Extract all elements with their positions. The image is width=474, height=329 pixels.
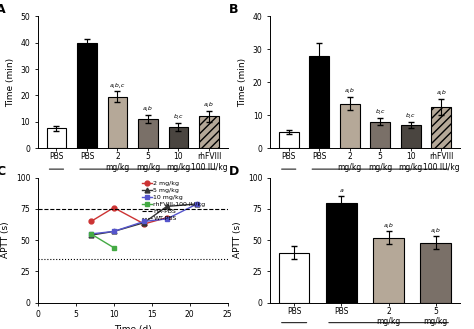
Line: 2 mg/kg: 2 mg/kg: [89, 205, 169, 226]
10 mg/kg: [194, 202, 200, 206]
Line: rhFVIII-100 IU/kg: rhFVIII-100 IU/kg: [89, 232, 116, 250]
Bar: [370, 122, 390, 148]
Bar: [108, 97, 128, 148]
2 mg/kg: [88, 219, 94, 223]
5 mg/kg: [194, 202, 200, 206]
Bar: [138, 119, 158, 148]
Text: HA: HA: [143, 178, 154, 187]
Text: a,b: a,b: [431, 228, 441, 233]
Text: WT: WT: [283, 178, 295, 187]
Text: a,b,c: a,b,c: [110, 83, 125, 88]
2 mg/kg: [164, 216, 170, 220]
Bar: [373, 238, 404, 303]
10 mg/kg: [88, 232, 94, 236]
Text: D: D: [228, 165, 239, 178]
WT-PBS: [43, 257, 48, 261]
Y-axis label: Time (min): Time (min): [238, 58, 247, 107]
Y-axis label: Time (min): Time (min): [6, 58, 15, 107]
Bar: [279, 253, 310, 303]
2 mg/kg: [141, 222, 147, 226]
5 mg/kg: [88, 233, 94, 237]
Line: 10 mg/kg: 10 mg/kg: [89, 201, 200, 236]
HA-PBS: [35, 207, 41, 211]
Y-axis label: APTT (s): APTT (s): [234, 222, 243, 259]
Line: 5 mg/kg: 5 mg/kg: [89, 201, 200, 238]
Text: a,b: a,b: [143, 106, 153, 111]
Text: A: A: [0, 3, 6, 16]
Bar: [340, 104, 360, 148]
5 mg/kg: [141, 221, 147, 225]
Text: B: B: [228, 3, 238, 16]
Legend: 2 mg/kg, 5 mg/kg, 10 mg/kg, rhFVIII-100 IU/kg, HA-PBS, WT-PBS: 2 mg/kg, 5 mg/kg, 10 mg/kg, rhFVIII-100 …: [140, 178, 208, 223]
Bar: [401, 125, 420, 148]
Text: a,b: a,b: [436, 90, 446, 95]
Bar: [431, 107, 451, 148]
Bar: [279, 132, 299, 148]
Bar: [326, 203, 357, 303]
Text: HA: HA: [375, 178, 386, 187]
Text: b,c: b,c: [406, 113, 415, 118]
WT-PBS: [35, 257, 41, 261]
10 mg/kg: [164, 217, 170, 221]
Bar: [199, 116, 219, 148]
rhFVIII-100 IU/kg: [88, 232, 94, 236]
5 mg/kg: [164, 204, 170, 208]
Text: b,c: b,c: [375, 110, 385, 114]
Bar: [420, 243, 451, 303]
Bar: [169, 127, 188, 148]
Bar: [310, 56, 329, 148]
Text: a,b: a,b: [383, 223, 393, 228]
2 mg/kg: [111, 206, 117, 210]
Text: a,b: a,b: [345, 88, 355, 93]
Y-axis label: APTT (s): APTT (s): [1, 222, 10, 259]
10 mg/kg: [111, 229, 117, 233]
Bar: [46, 128, 66, 148]
Text: a: a: [339, 188, 343, 193]
5 mg/kg: [111, 229, 117, 233]
rhFVIII-100 IU/kg: [111, 246, 117, 250]
HA-PBS: [43, 207, 48, 211]
Text: C: C: [0, 165, 5, 178]
Text: b,c: b,c: [174, 114, 183, 119]
10 mg/kg: [141, 219, 147, 223]
X-axis label: Time (d): Time (d): [114, 325, 152, 329]
Text: a,b: a,b: [204, 102, 214, 107]
Bar: [77, 43, 97, 148]
Text: WT: WT: [50, 178, 63, 187]
